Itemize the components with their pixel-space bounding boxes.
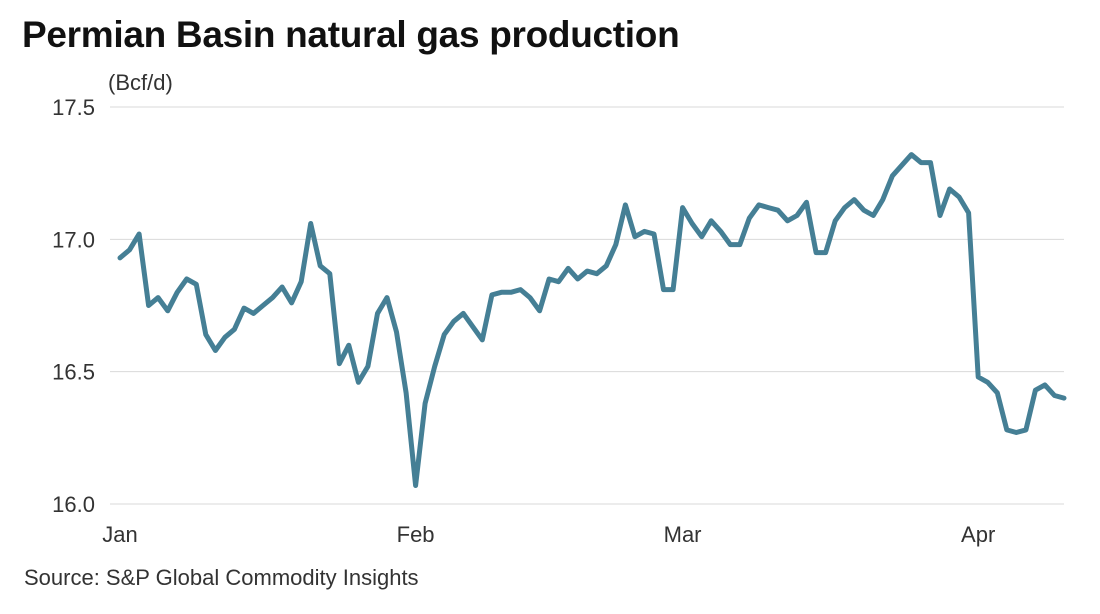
source-note: Source: S&P Global Commodity Insights bbox=[24, 565, 419, 590]
y-axis-tick-labels: 16.0 16.5 17.0 17.5 bbox=[52, 95, 95, 517]
chart-title: Permian Basin natural gas production bbox=[22, 14, 680, 55]
y-tick-label: 16.5 bbox=[52, 360, 95, 385]
series-line bbox=[117, 152, 1067, 488]
y-tick-label: 17.5 bbox=[52, 95, 95, 120]
x-tick-label: Jan bbox=[102, 522, 137, 547]
gridlines bbox=[110, 106, 1064, 505]
series-layer bbox=[117, 152, 1067, 488]
x-tick-label: Feb bbox=[397, 522, 435, 547]
x-tick-label: Mar bbox=[664, 522, 702, 547]
y-axis-unit-label: (Bcf/d) bbox=[108, 70, 173, 95]
x-tick-label: Apr bbox=[961, 522, 995, 547]
x-axis-tick-labels: Jan Feb Mar Apr bbox=[102, 522, 995, 547]
y-tick-label: 16.0 bbox=[52, 492, 95, 517]
y-tick-label: 17.0 bbox=[52, 227, 95, 252]
